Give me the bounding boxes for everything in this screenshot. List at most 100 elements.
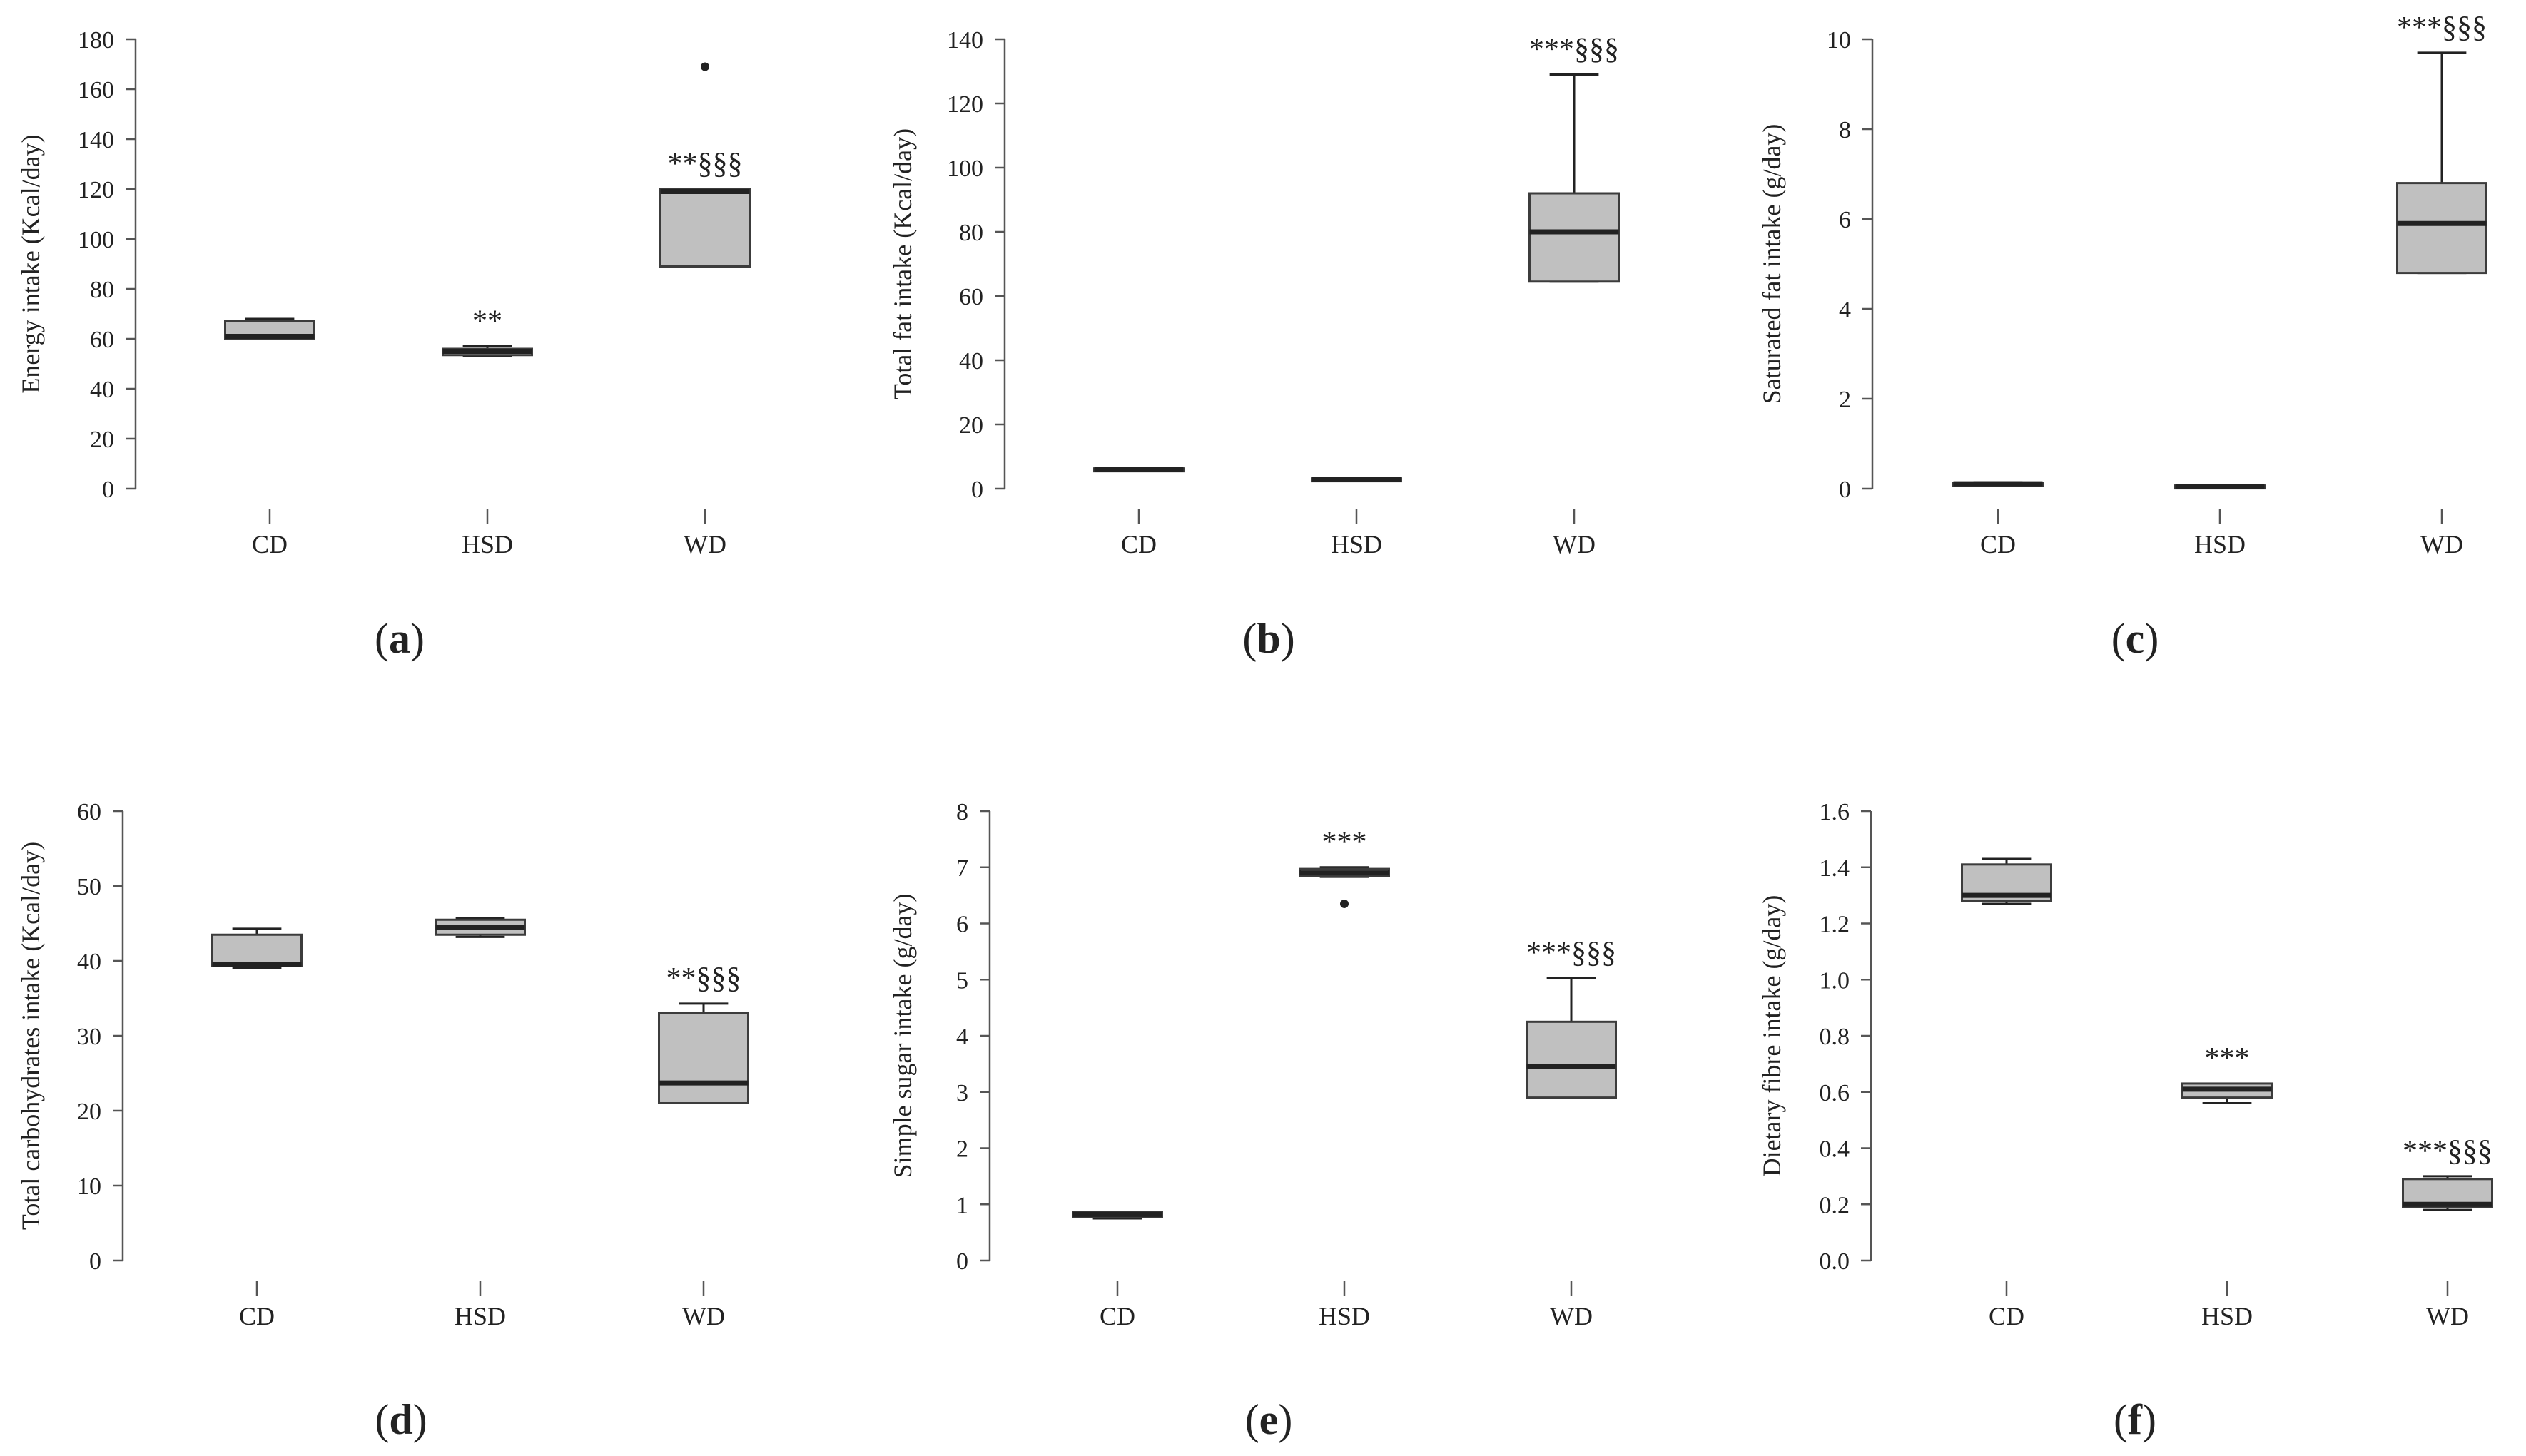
panel-label: (d) bbox=[375, 1396, 427, 1443]
y-tick-label: 20 bbox=[77, 1099, 101, 1125]
iqr-box bbox=[659, 188, 751, 268]
y-tick-label: 0.2 bbox=[1820, 1192, 1850, 1218]
iqr-box bbox=[658, 1012, 749, 1104]
y-tick-label: 40 bbox=[959, 348, 983, 375]
y-tick-label: 100 bbox=[947, 156, 983, 182]
x-tick-label: WD bbox=[684, 530, 726, 559]
significance-label: ***§§§ bbox=[2403, 1135, 2492, 1168]
chart-panel-1: 0 20 40 60 80 100 120 140 160 180 Energy intake (K… bbox=[16, 27, 751, 662]
x-tick-label: HSD bbox=[462, 530, 513, 559]
x-tick-label: HSD bbox=[2194, 530, 2246, 559]
significance-label: *** bbox=[1322, 826, 1367, 859]
box-cd: CD bbox=[1093, 467, 1185, 559]
x-tick-label: CD bbox=[1100, 1302, 1135, 1330]
box-wd: WD **§§§ bbox=[658, 962, 749, 1330]
iqr-box bbox=[2396, 182, 2487, 275]
box-cd: CD bbox=[224, 317, 315, 559]
x-tick-label: CD bbox=[252, 530, 288, 559]
y-tick-label: 7 bbox=[956, 855, 968, 882]
y-tick-label: 2 bbox=[1839, 387, 1851, 413]
y-tick-label: 120 bbox=[78, 177, 114, 203]
y-tick-label: 3 bbox=[956, 1080, 968, 1106]
panel-label: (a) bbox=[375, 615, 425, 662]
y-axis-label: Energy intake (Kcal/day) bbox=[16, 134, 45, 393]
y-tick-label: 4 bbox=[1839, 297, 1851, 323]
y-tick-label: 140 bbox=[78, 127, 114, 153]
y-tick-label: 30 bbox=[77, 1024, 101, 1050]
x-tick-label: WD bbox=[1550, 1302, 1593, 1330]
box-hsd: HSD bbox=[2174, 484, 2266, 559]
y-axis-label: Total fat intake (Kcal/day) bbox=[888, 128, 917, 399]
y-tick-label: 0.6 bbox=[1820, 1080, 1850, 1106]
box-wd: WD **§§§ bbox=[659, 62, 751, 559]
chart-panel-6: 0.0 0.2 0.4 0.6 0.8 1.0 1.2 1.4 1.6 Dietary fibre… bbox=[1757, 799, 2493, 1443]
y-tick-label: 60 bbox=[959, 284, 983, 310]
box-cd: CD bbox=[1952, 481, 2044, 559]
x-tick-label: HSD bbox=[1319, 1302, 1370, 1330]
y-tick-label: 10 bbox=[1827, 27, 1851, 54]
y-tick-label: 4 bbox=[956, 1024, 968, 1050]
significance-label: **§§§ bbox=[666, 962, 741, 995]
x-tick-label: WD bbox=[682, 1302, 725, 1330]
y-tick-label: 0 bbox=[89, 1248, 101, 1275]
significance-label: **§§§ bbox=[668, 148, 743, 180]
y-tick-label: 0.4 bbox=[1820, 1136, 1850, 1163]
y-tick-label: 0 bbox=[956, 1248, 968, 1275]
iqr-box bbox=[1528, 192, 1620, 283]
y-tick-label: 1.4 bbox=[1820, 855, 1850, 882]
y-tick-label: 0 bbox=[1839, 477, 1851, 503]
y-tick-label: 40 bbox=[77, 949, 101, 975]
iqr-box bbox=[1526, 1020, 1617, 1099]
chart-panel-3: 0 2 4 6 8 10 Saturated fat intake (g/day) CD HSD… bbox=[1757, 11, 2487, 662]
x-tick-label: CD bbox=[239, 1302, 275, 1330]
y-tick-label: 120 bbox=[947, 91, 983, 118]
y-tick-label: 6 bbox=[956, 912, 968, 938]
panel-label: (f) bbox=[2114, 1396, 2156, 1443]
outlier-point bbox=[1340, 899, 1349, 908]
y-tick-label: 80 bbox=[959, 220, 983, 246]
x-tick-label: WD bbox=[1553, 530, 1596, 559]
x-tick-label: CD bbox=[1989, 1302, 2024, 1330]
y-tick-label: 180 bbox=[78, 27, 114, 54]
box-wd: WD ***§§§ bbox=[1528, 34, 1620, 559]
y-tick-label: 80 bbox=[90, 277, 114, 303]
y-tick-label: 2 bbox=[956, 1136, 968, 1163]
y-tick-label: 20 bbox=[959, 412, 983, 439]
y-tick-label: 5 bbox=[956, 967, 968, 994]
box-hsd: HSD bbox=[435, 917, 526, 1330]
box-hsd: HSD *** bbox=[2181, 1042, 2273, 1330]
x-tick-label: HSD bbox=[455, 1302, 506, 1330]
y-tick-label: 0.8 bbox=[1820, 1024, 1850, 1050]
y-axis-label: Simple sugar intake (g/day) bbox=[888, 894, 917, 1178]
y-tick-label: 10 bbox=[77, 1174, 101, 1200]
box-cd: CD bbox=[211, 927, 303, 1330]
box-wd: WD ***§§§ bbox=[2402, 1135, 2493, 1330]
box-wd: WD ***§§§ bbox=[2396, 11, 2487, 559]
y-tick-label: 1.6 bbox=[1820, 799, 1850, 825]
box-cd: CD bbox=[1072, 1210, 1163, 1330]
chart-panel-5: 0 1 2 3 4 5 6 7 8 Simple sugar intake (g/day) CD HS… bbox=[888, 799, 1617, 1443]
y-tick-label: 140 bbox=[947, 27, 983, 54]
y-axis-label: Dietary fibre intake (g/day) bbox=[1757, 895, 1786, 1177]
y-tick-label: 50 bbox=[77, 874, 101, 900]
box-wd: WD ***§§§ bbox=[1526, 937, 1617, 1330]
significance-label: *** bbox=[2205, 1042, 2250, 1075]
x-tick-label: HSD bbox=[2201, 1302, 2253, 1330]
y-tick-label: 8 bbox=[1839, 117, 1851, 143]
x-tick-label: WD bbox=[2426, 1302, 2469, 1330]
y-tick-label: 0 bbox=[971, 477, 983, 503]
x-tick-label: CD bbox=[1121, 530, 1157, 559]
x-tick-label: HSD bbox=[1331, 530, 1382, 559]
panel-label: (b) bbox=[1242, 615, 1294, 662]
x-tick-label: CD bbox=[1980, 530, 2016, 559]
outlier-point bbox=[701, 62, 709, 71]
box-hsd: HSD *** bbox=[1299, 826, 1390, 1330]
y-tick-label: 0 bbox=[102, 477, 114, 503]
chart-panel-4: 0 10 20 30 40 50 60 Total carbohydrates intake … bbox=[16, 799, 749, 1443]
box-hsd: HSD ** bbox=[442, 305, 533, 559]
significance-label: ***§§§ bbox=[1529, 34, 1619, 66]
panel-label: (e) bbox=[1245, 1396, 1293, 1443]
y-tick-label: 6 bbox=[1839, 207, 1851, 233]
y-tick-label: 160 bbox=[78, 77, 114, 103]
